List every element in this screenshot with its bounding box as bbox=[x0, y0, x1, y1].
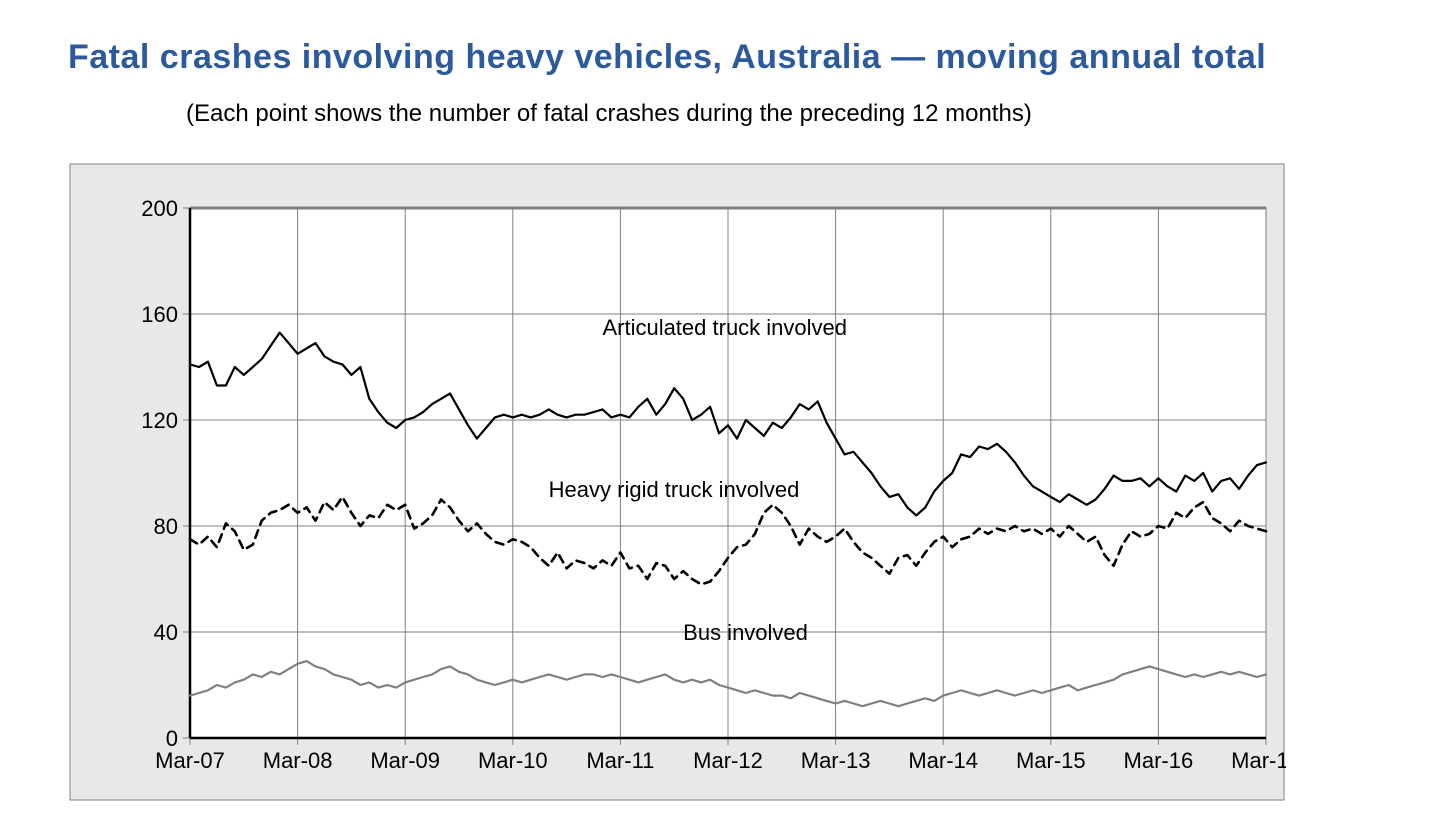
svg-text:Mar-12: Mar-12 bbox=[693, 748, 763, 773]
svg-text:Mar-17: Mar-17 bbox=[1231, 748, 1286, 773]
page: Fatal crashes involving heavy vehicles, … bbox=[0, 0, 1444, 823]
svg-text:Mar-15: Mar-15 bbox=[1016, 748, 1086, 773]
svg-text:Mar-08: Mar-08 bbox=[263, 748, 333, 773]
svg-text:80: 80 bbox=[154, 514, 178, 539]
chart-container: 04080120160200Mar-07Mar-08Mar-09Mar-10Ma… bbox=[68, 162, 1286, 802]
svg-text:160: 160 bbox=[141, 302, 178, 327]
svg-text:Mar-13: Mar-13 bbox=[801, 748, 871, 773]
svg-text:Mar-09: Mar-09 bbox=[370, 748, 440, 773]
chart-subtitle: (Each point shows the number of fatal cr… bbox=[186, 100, 1032, 128]
svg-text:40: 40 bbox=[154, 620, 178, 645]
svg-text:Mar-07: Mar-07 bbox=[155, 748, 225, 773]
svg-text:Mar-10: Mar-10 bbox=[478, 748, 548, 773]
series-label: Articulated truck involved bbox=[602, 315, 847, 340]
svg-text:120: 120 bbox=[141, 408, 178, 433]
svg-text:200: 200 bbox=[141, 196, 178, 221]
chart-title: Fatal crashes involving heavy vehicles, … bbox=[68, 38, 1266, 77]
svg-text:Mar-14: Mar-14 bbox=[908, 748, 978, 773]
series-label: Heavy rigid truck involved bbox=[549, 477, 800, 502]
series-label: Bus involved bbox=[683, 620, 808, 645]
svg-text:Mar-16: Mar-16 bbox=[1124, 748, 1194, 773]
svg-text:Mar-11: Mar-11 bbox=[586, 748, 654, 773]
line-chart: 04080120160200Mar-07Mar-08Mar-09Mar-10Ma… bbox=[68, 162, 1286, 802]
